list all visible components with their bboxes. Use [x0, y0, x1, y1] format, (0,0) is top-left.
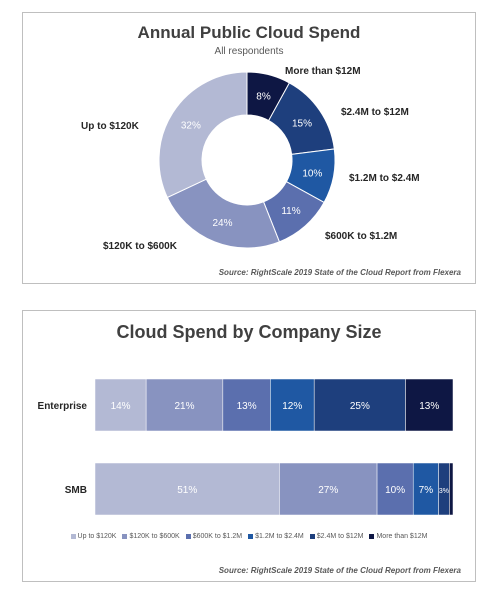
donut-slice-value-120k-to-600k: 24% [213, 218, 233, 229]
bar-value-label-enterprise-1-2m-to-2-4m: 12% [282, 401, 302, 412]
bar-segment-enterprise-up-to-120k [94, 378, 147, 432]
bar-segment-smb-1-2m-to-2-4m [412, 462, 439, 516]
legend-swatch [248, 533, 254, 539]
bar-value-label-enterprise-up-to-120k: 14% [111, 401, 131, 412]
donut-slice-value-up-to-120k: 32% [181, 120, 201, 131]
legend-item-up-to-120k: Up to $120K [70, 533, 117, 540]
bar-value-label-smb-120k-to-600k: 27% [318, 485, 338, 496]
legend-label: More than $12M [376, 533, 428, 540]
bar-segment-enterprise-more-than-12m [405, 378, 454, 432]
bar-category-label-smb: SMB [65, 485, 87, 496]
bar-segment-smb-120k-to-600k [279, 462, 378, 516]
donut-slice-value-600k-to-1-2m: 11% [281, 206, 300, 217]
legend-item-2-4m-to-12m: $2.4M to $12M [309, 533, 364, 540]
bar-segment-smb-up-to-120k [94, 462, 280, 516]
donut-slice-up-to-120k [158, 71, 248, 199]
bar-value-label-enterprise-more-than-12m: 13% [419, 401, 439, 412]
donut-category-label-600k-to-1-2m: $600K to $1.2M [325, 231, 397, 242]
bar-segment-enterprise-600k-to-1-2m [222, 378, 271, 432]
legend-swatch [122, 533, 128, 539]
donut-category-label-1-2m-to-2-4m: $1.2M to $2.4M [349, 173, 420, 184]
legend-swatch [309, 533, 315, 539]
bar-chart-title: Cloud Spend by Company Size [116, 322, 382, 342]
bar-value-label-smb-1-2m-to-2-4m: 7% [419, 485, 434, 496]
bar-chart-source: Source: RightScale 2019 State of the Clo… [218, 566, 461, 575]
donut-chart: 8% More than $12M 15% $2.4M to $12M 10% $1.2M… [81, 66, 420, 252]
donut-chart-subtitle: All respondents [214, 46, 284, 57]
donut-category-label-more-than-12m: More than $12M [285, 66, 361, 77]
bar-value-label-enterprise-600k-to-1-2m: 13% [237, 401, 257, 412]
bar-category-label-enterprise: Enterprise [38, 401, 88, 412]
bar-segment-smb-600k-to-1-2m [376, 462, 414, 516]
donut-slice-value-1-2m-to-2-4m: 10% [302, 168, 322, 179]
bar-segment-smb-more-than-12m [449, 462, 454, 516]
legend-label: $600K to $1.2M [192, 533, 243, 540]
legend-item-600k-to-1-2m: $600K to $1.2M [185, 533, 243, 540]
bar-chart-panel: Cloud Spend by Company Size Enterprise 14… [22, 310, 476, 582]
bar-value-label-smb-up-to-120k: 51% [177, 485, 197, 496]
legend-label: Up to $120K [77, 533, 117, 540]
bar-value-label-enterprise-120k-to-600k: 21% [174, 401, 194, 412]
bar-segment-enterprise-2-4m-to-12m [313, 378, 406, 432]
legend-item-1-2m-to-2-4m: $1.2M to $2.4M [248, 533, 304, 540]
donut-chart-source: Source: RightScale 2019 State of the Clo… [218, 268, 461, 277]
donut-chart-title: Annual Public Cloud Spend [137, 23, 361, 42]
legend-label: $2.4M to $12M [316, 533, 364, 540]
legend-swatch [70, 533, 76, 539]
donut-slice-value-2-4m-to-12m: 15% [292, 119, 312, 130]
legend-label: $120K to $600K [129, 533, 180, 540]
donut-chart-panel: Annual Public Cloud Spend All respondent… [22, 12, 476, 284]
stacked-bar-chart: Enterprise 14% 21% 13% 12% 25% 13% SMB 51% 27% 10%… [38, 378, 454, 516]
bar-segment-enterprise-1-2m-to-2-4m [270, 378, 315, 432]
bar-value-label-enterprise-2-4m-to-12m: 25% [350, 401, 370, 412]
legend-label: $1.2M to $2.4M [255, 533, 304, 540]
legend-item-120k-to-600k: $120K to $600K [122, 533, 180, 540]
donut-category-label-2-4m-to-12m: $2.4M to $12M [341, 107, 409, 118]
legend-swatch [185, 533, 191, 539]
donut-category-label-120k-to-600k: $120K to $600K [103, 241, 178, 252]
bar-value-label-smb-600k-to-1-2m: 10% [385, 485, 405, 496]
donut-slice-value-more-than-12m: 8% [256, 92, 271, 103]
donut-category-label-up-to-120k: Up to $120K [81, 121, 140, 132]
legend-item-more-than-12m: More than $12M [369, 533, 427, 540]
bar-chart-legend: Up to $120K $120K to $600K $600K to $1.2M $… [23, 533, 475, 540]
bar-value-label-smb-2-4m-to-12m: 3% [439, 488, 449, 495]
legend-swatch [369, 533, 375, 539]
